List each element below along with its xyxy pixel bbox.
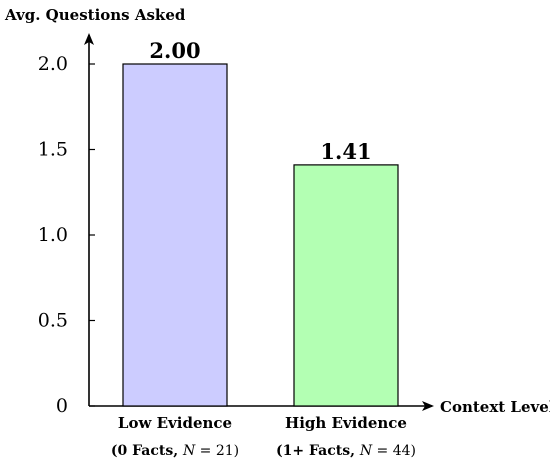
- bar: [122, 63, 228, 407]
- data-label: 2.00: [149, 38, 200, 63]
- bars: 2.00 1.41: [122, 38, 399, 407]
- y-ticks: 0 0.5 1.0 1.5 2.0: [38, 53, 95, 417]
- y-tick-label: 1.5: [38, 139, 68, 161]
- y-axis-label: Avg. Questions Asked: [4, 6, 186, 24]
- y-tick-label: 1.0: [38, 224, 68, 246]
- y-tick-label: 0.5: [38, 310, 68, 332]
- x-axis-label: Context Level: [440, 398, 550, 416]
- bar: [293, 164, 399, 407]
- x-tick-label: High Evidence: [285, 414, 407, 432]
- x-tick-sublabel: (1+ Facts, N = 44): [276, 443, 416, 459]
- category-labels: Low Evidence (0 Facts, N = 21) High Eviden…: [111, 414, 416, 459]
- x-tick-label: Low Evidence: [118, 414, 232, 432]
- x-tick-sublabel: (0 Facts, N = 21): [111, 443, 239, 459]
- data-label: 1.41: [320, 139, 371, 164]
- y-tick-label: 0: [56, 395, 68, 417]
- y-tick-label: 2.0: [38, 53, 68, 75]
